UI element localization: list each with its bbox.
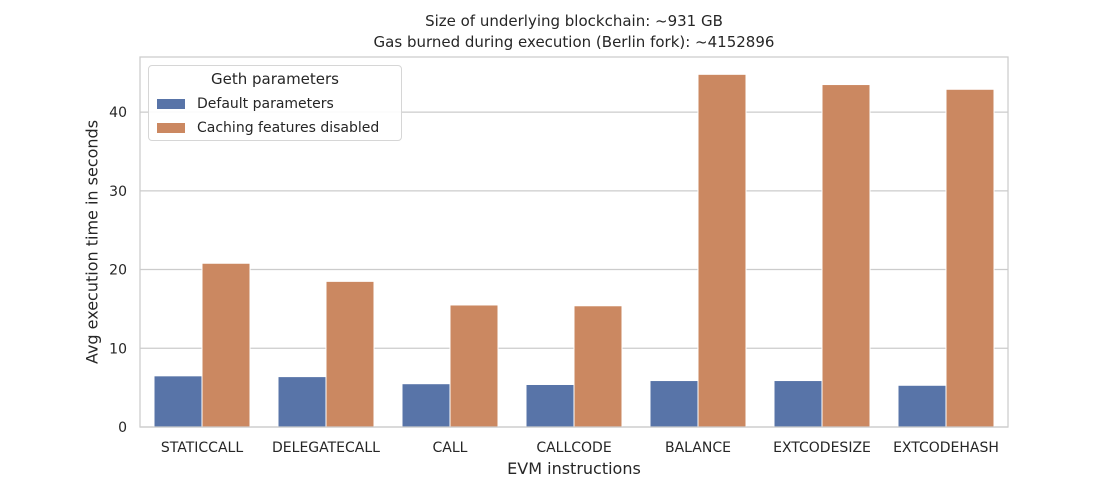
plot-frame xyxy=(139,56,1009,428)
chart-title-line-1: Size of underlying blockchain: ~931 GB xyxy=(425,12,723,30)
bar-balance-default xyxy=(649,380,699,428)
legend-title: Geth parameters xyxy=(210,70,339,88)
chart-title-line-2: Gas burned during execution (Berlin fork… xyxy=(373,33,775,51)
x-axis-label: EVM instructions xyxy=(507,459,641,478)
bar-callcode-default xyxy=(525,383,575,428)
x-tick-label: CALL xyxy=(433,440,468,456)
bar-call-default xyxy=(401,383,451,428)
x-ticks: STATICCALL DELEGATECALL CALL CALLCODE BALANC… xyxy=(161,440,999,456)
legend-label-caching-disabled: Caching features disabled xyxy=(197,120,380,136)
y-tick-label: 10 xyxy=(109,341,127,357)
bar-balance-caching-disabled xyxy=(697,73,747,428)
bar-staticcall-caching-disabled xyxy=(201,262,251,428)
bar-callcode-caching-disabled xyxy=(573,305,623,428)
x-tick-label: BALANCE xyxy=(665,440,731,456)
bar-delegatecall-default xyxy=(277,376,327,428)
bar-delegatecall-caching-disabled xyxy=(325,280,375,428)
bar-extcodehash-caching-disabled xyxy=(945,88,995,428)
bar-call-caching-disabled xyxy=(449,304,499,428)
y-tick-label: 0 xyxy=(118,420,127,436)
bar-extcodesize-default xyxy=(773,380,823,428)
y-axis-label: Avg execution time in seconds xyxy=(82,119,102,365)
bar-extcodehash-default xyxy=(897,384,947,428)
legend-label-default: Default parameters xyxy=(197,96,334,112)
legend: Geth parameters Default parameters Cachi… xyxy=(148,65,402,141)
bar-extcodesize-caching-disabled xyxy=(821,84,871,428)
legend-item-caching-disabled: Caching features disabled xyxy=(157,119,379,137)
x-tick-label: DELEGATECALL xyxy=(272,440,380,456)
y-tick-label: 40 xyxy=(109,105,127,121)
y-ticks: 0 10 20 30 40 xyxy=(109,105,127,436)
legend-swatch-default xyxy=(157,99,185,109)
x-tick-label: CALLCODE xyxy=(536,440,611,456)
legend-swatch-caching-disabled xyxy=(157,123,185,133)
x-tick-label: EXTCODESIZE xyxy=(773,440,871,456)
legend-item-default: Default parameters xyxy=(157,95,334,113)
x-tick-label: EXTCODEHASH xyxy=(893,440,999,456)
x-tick-label: STATICCALL xyxy=(161,440,243,456)
bar-staticcall-default xyxy=(153,375,203,428)
y-tick-label: 30 xyxy=(109,184,127,200)
y-tick-label: 20 xyxy=(109,263,127,279)
bars xyxy=(153,73,995,428)
